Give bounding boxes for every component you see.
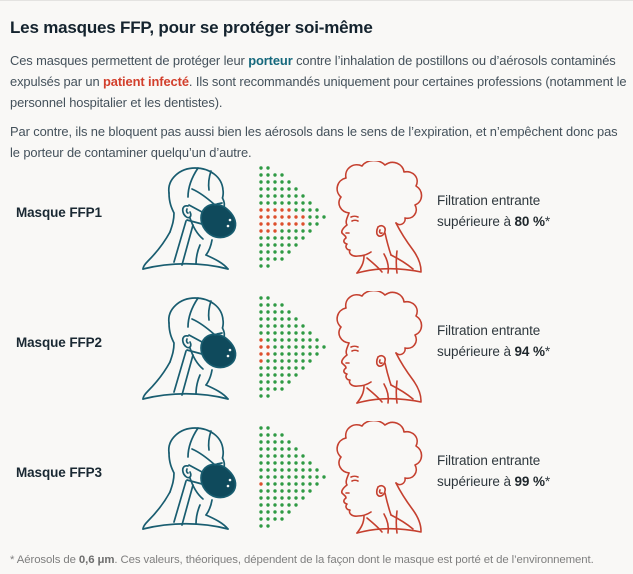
mask-row: Masque FFP3 Filtration entrante supérieu… — [0, 411, 633, 541]
filtration-line1: Filtration entrante — [437, 323, 541, 338]
filtration-value: 80 % — [514, 214, 545, 229]
filtration-asterisk: * — [544, 474, 551, 489]
filtration-value: 94 % — [514, 344, 545, 359]
filtration-text: Filtration entrante supérieure à 94 %* — [437, 320, 550, 362]
filtration-prefix: supérieure à — [437, 344, 515, 359]
filtration-asterisk: * — [544, 214, 551, 229]
aerosol-cone — [259, 426, 326, 528]
mask-row: Masque FFP1 Filtration entrante supérieu… — [0, 151, 633, 281]
infected-person-illustration — [336, 421, 423, 534]
mask-row: Masque FFP2 Filtration entrante supérieu… — [0, 281, 633, 411]
footnote: * Aérosols de 0,6 μm. Ces valeurs, théor… — [10, 554, 594, 567]
filtration-prefix: supérieure à — [437, 214, 515, 229]
filtration-prefix: supérieure à — [437, 474, 515, 489]
filtration-text: Filtration entrante supérieure à 80 %* — [437, 190, 550, 232]
aerosol-cone — [259, 296, 326, 398]
mask-type-label: Masque FFP3 — [16, 465, 102, 480]
aerosol-cone — [259, 166, 326, 268]
intro-paragraph-1: Ces masques permettent de protéger leur … — [10, 52, 627, 111]
filtration-value: 99 % — [514, 474, 545, 489]
masked-wearer-illustration — [142, 427, 237, 530]
mask-type-label: Masque FFP1 — [16, 205, 102, 220]
filtration-line1: Filtration entrante — [437, 453, 541, 468]
filtration-line1: Filtration entrante — [437, 193, 541, 208]
masked-wearer-illustration — [142, 167, 237, 270]
filtration-text: Filtration entrante supérieure à 99 %* — [437, 450, 550, 492]
filtration-line2: supérieure à 94 %* — [437, 341, 550, 362]
infected-person-illustration — [336, 161, 423, 274]
filtration-line2: supérieure à 80 %* — [437, 211, 550, 232]
masked-wearer-illustration — [142, 297, 237, 400]
intro-paragraph-2: Par contre, ils ne bloquent pas aussi bi… — [10, 123, 618, 161]
mask-type-label: Masque FFP2 — [16, 335, 102, 350]
infected-person-illustration — [336, 291, 423, 404]
page-title: Les masques FFP, pour se protéger soi-mê… — [10, 18, 373, 38]
filtration-asterisk: * — [544, 344, 551, 359]
filtration-line2: supérieure à 99 %* — [437, 471, 550, 492]
